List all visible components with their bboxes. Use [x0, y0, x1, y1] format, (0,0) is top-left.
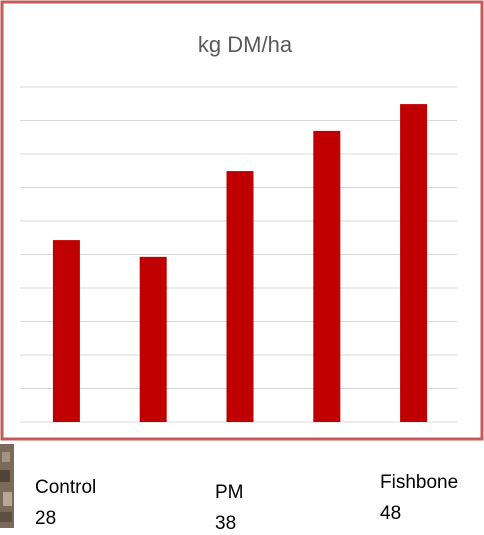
bar — [226, 171, 254, 422]
category-label: Fishbone — [380, 472, 458, 493]
category-label: Control — [35, 477, 96, 498]
category-number: 38 — [215, 513, 236, 534]
category-number: 28 — [35, 508, 56, 529]
bar — [400, 104, 428, 423]
category-label: PM — [215, 482, 244, 503]
bar — [139, 256, 167, 422]
photo-strip — [0, 444, 14, 528]
category-number: 48 — [380, 503, 401, 524]
bar — [52, 240, 80, 422]
bar — [313, 130, 341, 422]
chart-title: kg DM/ha — [198, 32, 293, 57]
